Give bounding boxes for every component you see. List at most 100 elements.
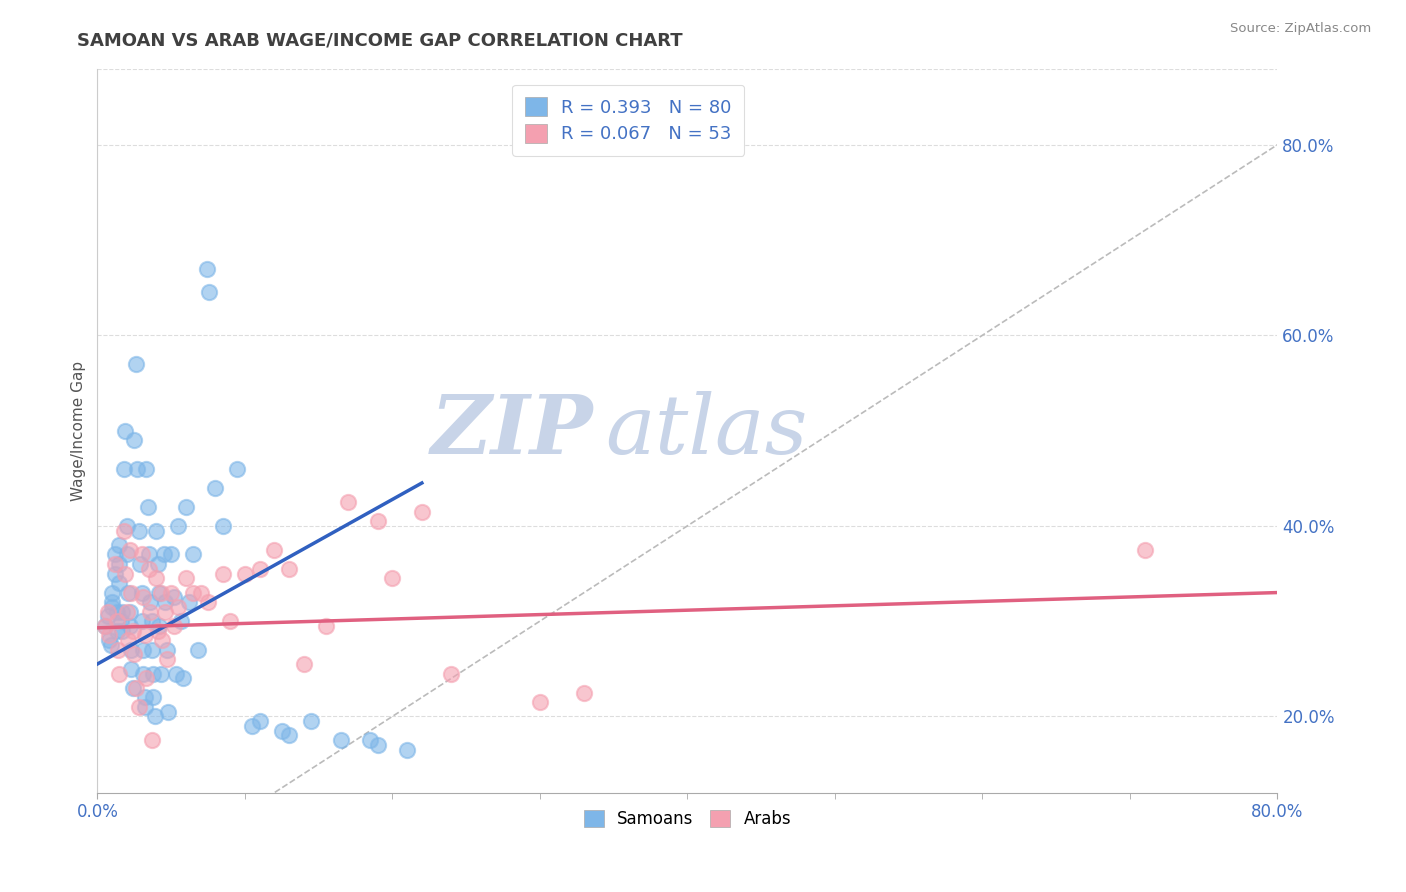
Point	[112, 524, 135, 538]
Point	[125, 357, 148, 371]
Point	[121, 681, 143, 695]
Point	[381, 571, 404, 585]
Point	[108, 557, 131, 571]
Text: SAMOAN VS ARAB WAGE/INCOME GAP CORRELATION CHART: SAMOAN VS ARAB WAGE/INCOME GAP CORRELATI…	[77, 31, 683, 49]
Point	[115, 519, 138, 533]
Point	[132, 642, 155, 657]
Point	[100, 638, 122, 652]
Point	[160, 585, 183, 599]
Point	[104, 548, 127, 562]
Point	[359, 733, 381, 747]
Point	[226, 461, 249, 475]
Point	[278, 729, 301, 743]
Point	[139, 605, 162, 619]
Point	[156, 642, 179, 657]
Point	[141, 642, 163, 657]
Point	[120, 662, 142, 676]
Point	[118, 605, 141, 619]
Point	[148, 585, 170, 599]
Point	[101, 585, 124, 599]
Point	[107, 642, 129, 657]
Point	[165, 666, 187, 681]
Point	[292, 657, 315, 671]
Point	[219, 614, 242, 628]
Point	[118, 619, 141, 633]
Point	[136, 500, 159, 514]
Point	[411, 505, 433, 519]
Point	[204, 481, 226, 495]
Point	[156, 652, 179, 666]
Point	[142, 666, 165, 681]
Text: ZIP: ZIP	[430, 391, 593, 471]
Point	[278, 562, 301, 576]
Point	[108, 538, 131, 552]
Point	[146, 557, 169, 571]
Point	[122, 648, 145, 662]
Point	[270, 723, 292, 738]
Point	[145, 524, 167, 538]
Point	[122, 433, 145, 447]
Text: atlas: atlas	[605, 391, 807, 471]
Point	[367, 514, 389, 528]
Point	[329, 733, 352, 747]
Point	[181, 585, 204, 599]
Point	[181, 548, 204, 562]
Point	[121, 624, 143, 638]
Legend: Samoans, Arabs: Samoans, Arabs	[576, 804, 797, 835]
Point	[105, 614, 128, 628]
Point	[111, 605, 134, 619]
Point	[98, 633, 121, 648]
Point	[148, 619, 170, 633]
Point	[132, 591, 155, 605]
Point	[197, 595, 219, 609]
Point	[177, 595, 200, 609]
Point	[143, 709, 166, 723]
Point	[174, 500, 197, 514]
Point	[104, 566, 127, 581]
Point	[529, 695, 551, 709]
Point	[138, 548, 160, 562]
Point	[367, 738, 389, 752]
Point	[131, 585, 153, 599]
Point	[128, 524, 150, 538]
Point	[134, 699, 156, 714]
Point	[145, 571, 167, 585]
Point	[152, 548, 174, 562]
Point	[198, 285, 221, 300]
Point	[131, 614, 153, 628]
Point	[149, 585, 172, 599]
Point	[142, 690, 165, 705]
Y-axis label: Wage/Income Gap: Wage/Income Gap	[72, 360, 86, 500]
Point	[153, 595, 176, 609]
Point	[299, 714, 322, 729]
Point	[108, 666, 131, 681]
Point	[195, 261, 218, 276]
Point	[108, 576, 131, 591]
Point	[139, 595, 162, 609]
Point	[101, 599, 124, 614]
Point	[170, 614, 193, 628]
Point	[141, 733, 163, 747]
Point	[132, 666, 155, 681]
Point	[114, 424, 136, 438]
Point	[120, 585, 142, 599]
Point	[129, 557, 152, 571]
Point	[115, 548, 138, 562]
Point	[97, 605, 120, 619]
Point	[149, 666, 172, 681]
Point	[146, 624, 169, 638]
Point	[134, 690, 156, 705]
Point	[101, 595, 124, 609]
Point	[98, 628, 121, 642]
Point	[131, 548, 153, 562]
Point	[572, 685, 595, 699]
Point	[315, 619, 337, 633]
Point	[153, 605, 176, 619]
Point	[93, 619, 115, 633]
Point	[190, 585, 212, 599]
Point	[187, 642, 209, 657]
Point	[118, 542, 141, 557]
Point	[117, 585, 139, 599]
Point	[141, 614, 163, 628]
Point	[117, 633, 139, 648]
